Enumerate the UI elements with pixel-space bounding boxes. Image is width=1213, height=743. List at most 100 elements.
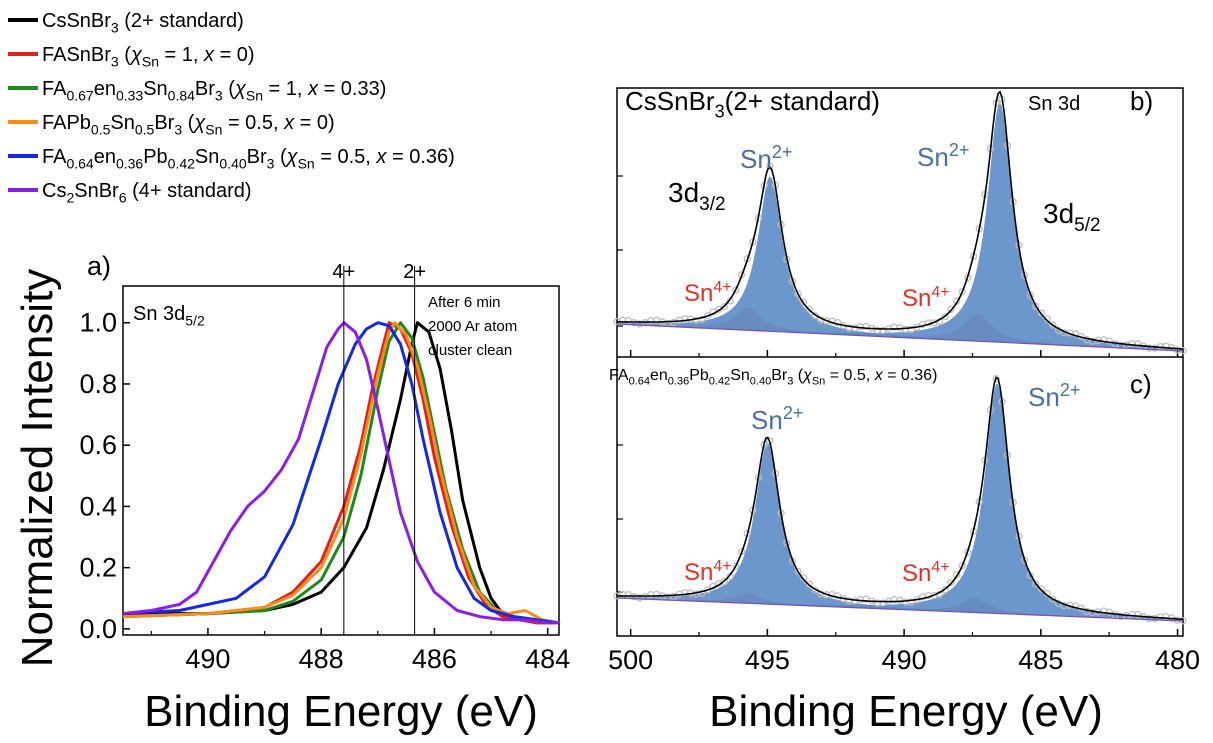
b-sn4-label-2: Sn4+ [902,284,950,312]
c-panel-label: c) [1130,369,1152,399]
a-ytick-label: 0.2 [79,553,117,583]
a-xtick-label: 484 [525,644,570,674]
b-sn2-label-2: Sn2+ [917,140,969,172]
a-series-fasnbr3 [122,321,559,625]
c-raw-point [947,578,955,587]
b-raw-point [698,315,706,323]
c-raw-point [1105,608,1114,616]
a-xtick-label: 486 [412,644,457,674]
c-raw-point [732,562,740,570]
panel-a: 490 488 486 484 0.0 0.2 0.4 0.6 0.8 1.0 4+ 2+ Sn 3d… [79,251,570,674]
c-sn2-component [617,442,1183,621]
b-raw-point [715,305,723,313]
bc-xtick-label: 495 [745,645,790,675]
a-reference-label: 4+ [332,261,355,283]
b-3d52-label: 3d5/2 [1043,198,1101,236]
b-sn2-label-1: Sn2+ [740,142,792,174]
c-background-line [616,597,1184,622]
b-sn4-label-1: Sn4+ [684,279,732,307]
a-series-faen033 [122,321,560,625]
panel-bc-annotations: CsSnBr3(2+ standard) Sn 3d b) 3d3/2 3d5/2 Sn2… [609,86,1153,587]
b-region-title: Sn 3d [1028,93,1080,115]
b-raw-point [732,286,740,294]
b-raw-point [805,305,814,313]
b-raw-point [947,305,955,314]
a-series-cs2 [123,321,559,625]
c-raw-point [1037,585,1046,593]
legend-label-faen036: FA0.64en0.36Pb0.42Sn0.40Br3 (χSn = 0.5, … [42,146,455,172]
panel-bc: 500 495 490 485 480 CsSnBr3(2+ standard) Sn 3… [608,86,1200,675]
b-raw-point [1037,309,1046,317]
b-raw-point [703,312,712,320]
a-series-faen036 [122,321,560,625]
a-note-line: After 6 min [428,294,501,311]
c-raw-point [698,589,706,597]
a-reference-label: 2+ [403,261,426,283]
c-raw-point [1049,595,1057,603]
panel-bc-frame [616,87,1184,637]
a-note-line: 2000 Ar atom [428,318,517,335]
legend-label-fasnbr3: FASnBr3 (χSn = 1, x = 0) [42,44,255,70]
panel-c-peaks [613,375,1187,625]
panel-b-peaks [613,90,1187,355]
panel-a-ticks: 490 488 486 484 0.0 0.2 0.4 0.6 0.8 1.0 [79,308,570,674]
b-raw-point [1071,330,1080,338]
a-ytick-label: 0.6 [79,430,117,460]
c-raw-point [720,577,729,586]
c-raw-point [805,580,814,588]
bc-xtick-label: 500 [608,645,653,675]
a-ytick-label: 0.0 [79,614,117,644]
panel-a-frame [122,285,560,636]
c-fit-envelope [617,376,1184,620]
x-axis-label-a: Binding Energy (eV) [144,687,538,736]
bc-xtick-label: 480 [1155,645,1200,675]
bc-xtick-label: 485 [1018,645,1063,675]
b-sample-title: CsSnBr3(2+ standard) [625,86,880,121]
b-raw-point [794,290,802,298]
c-sample-title: FA0.64en0.36Pb0.42Sn0.40Br3 (χSn = 0.5, … [609,367,937,388]
b-sn2-component [617,176,1183,351]
a-region-title: Sn 3d5/2 [133,303,205,329]
a-note-line: cluster clean [428,342,512,359]
legend-label-cs4: Cs2SnBr6 (4+ standard) [42,180,252,206]
a-ytick-label: 0.4 [79,491,117,521]
legend-label-faen033: FA0.67en0.33Sn0.84Br3 (χSn = 1, x = 0.33… [42,78,386,104]
b-raw-point [958,288,966,296]
c-sn2-label-1: Sn2+ [751,403,803,435]
a-panel-label: a) [87,251,111,281]
panel-bc-ticks: 500 495 490 485 480 [608,175,1200,675]
c-raw-point [794,567,802,576]
legend-label-fapbsn: FAPb0.5Sn0.5Br3 (χSn = 0.5, x = 0) [42,112,335,138]
a-ytick-label: 1.0 [79,308,117,338]
bc-xtick-label: 490 [882,645,927,675]
c-raw-point [992,375,1000,383]
c-sn4-label-2: Sn4+ [902,559,950,587]
b-panel-label: b) [1130,86,1153,116]
b-raw-point [811,312,819,320]
legend-label-cs2: CsSnBr3 (2+ standard) [42,10,244,36]
legend: CsSnBr3 (2+ standard) FASnBr3 (χSn = 1, x… [8,10,455,206]
a-series-fapbsn [122,321,560,625]
c-raw-point [958,561,966,570]
panel-a-series [122,321,560,625]
a-series-cs4 [122,321,559,625]
b-raw-point [1049,321,1057,329]
c-raw-point [800,574,808,582]
y-axis-label: Normalized Intensity [13,269,62,668]
c-sn4-label-1: Sn4+ [684,558,732,586]
b-raw-point [720,302,729,311]
b-raw-point [1032,302,1040,311]
a-ytick-label: 0.8 [79,369,117,399]
b-raw-point [766,162,774,170]
a-xtick-label: 490 [185,644,230,674]
b-raw-point [941,313,949,321]
panel-a-annotations: 4+ 2+ Sn 3d5/2 a) After 6 min 2000 Ar atom clu… [87,251,517,635]
c-raw-point [941,586,949,594]
c-raw-point [1032,580,1040,588]
b-raw-point [1043,315,1051,323]
x-axis-label-bc: Binding Energy (eV) [709,687,1103,736]
b-fit-envelope [616,90,1184,350]
c-raw-point [703,586,712,594]
c-sn2-label-2: Sn2+ [1028,380,1080,412]
